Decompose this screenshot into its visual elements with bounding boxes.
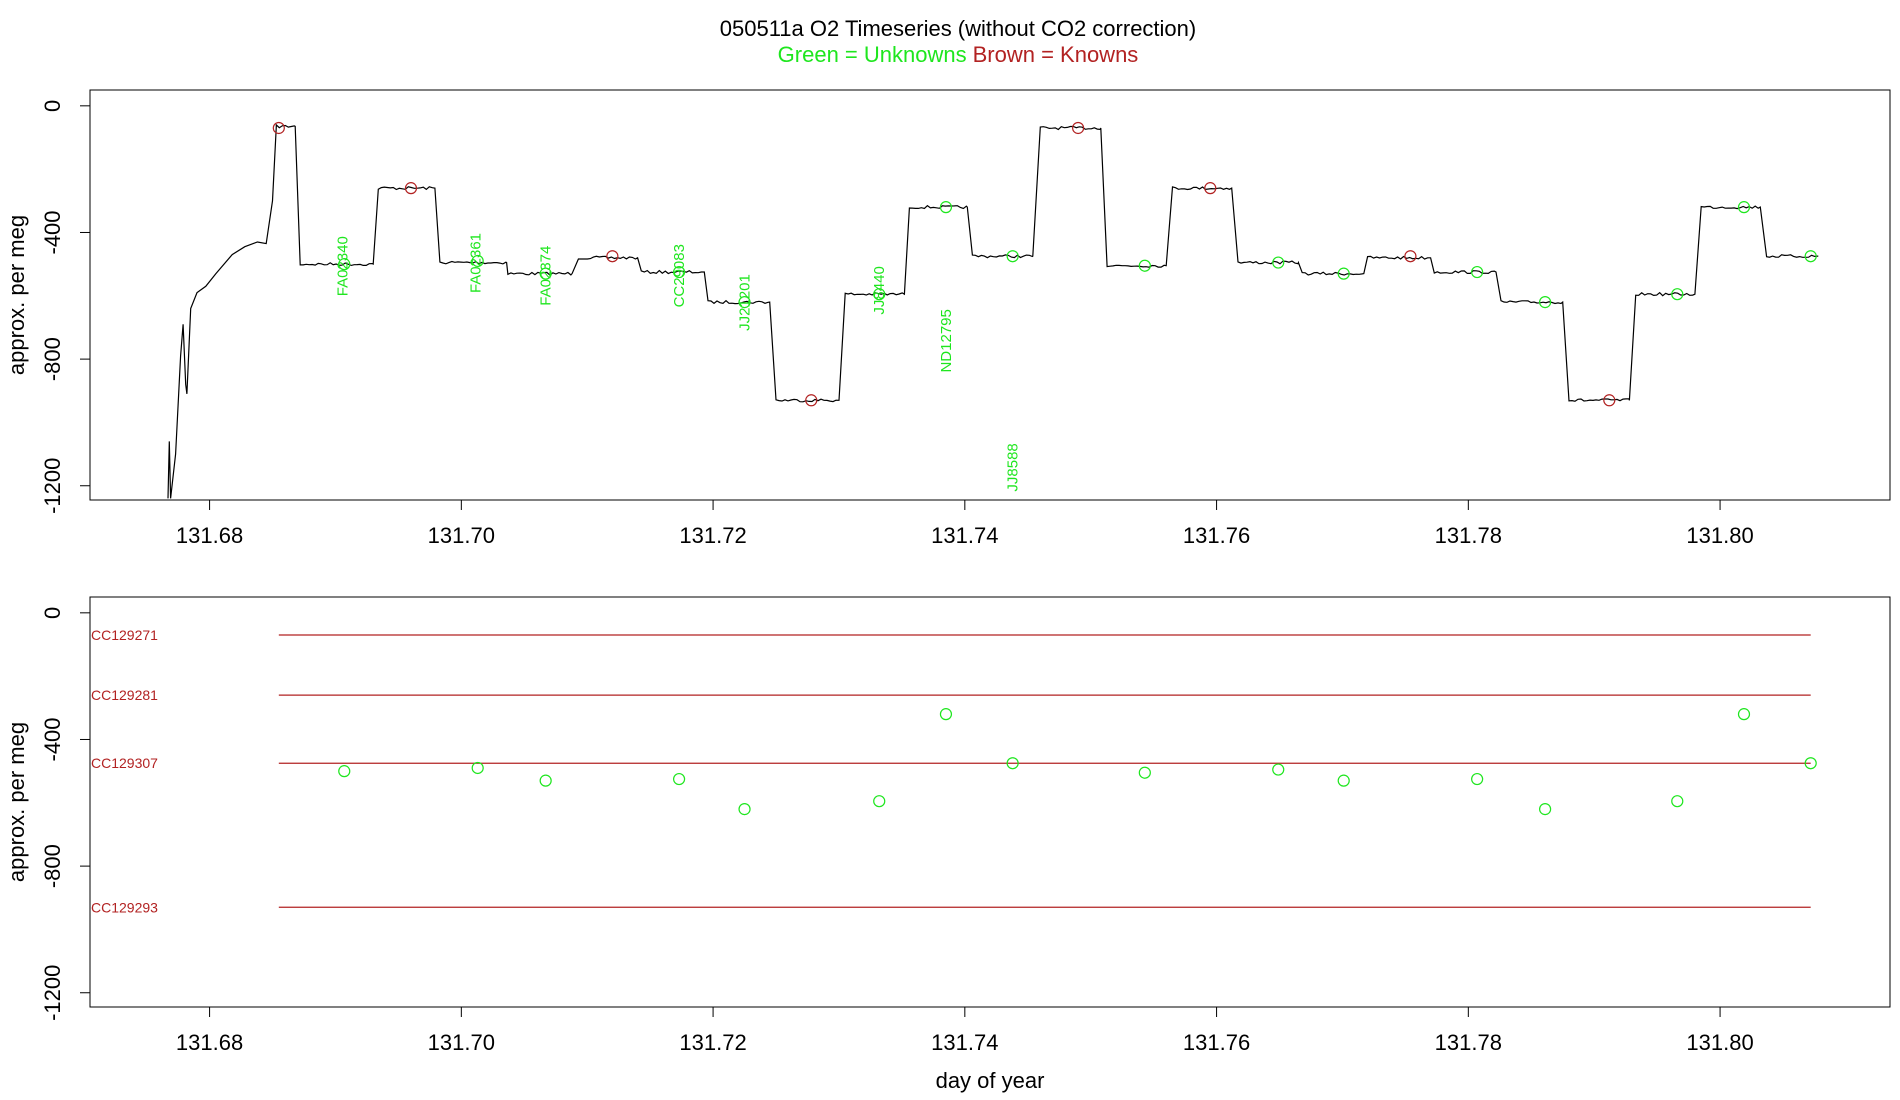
unknown-label: ND12795 xyxy=(938,309,955,372)
unknown-point xyxy=(672,265,686,279)
unknown-point xyxy=(539,267,552,280)
unknown-point xyxy=(1272,763,1285,776)
y-axis-label: approx. per meg xyxy=(4,722,29,882)
unknown-label: JJ8588 xyxy=(1005,443,1022,491)
unknown-point xyxy=(738,296,751,309)
unknown-point xyxy=(873,288,886,301)
known-point xyxy=(805,394,818,407)
x-tick-label: 131.78 xyxy=(1435,1030,1502,1055)
unknown-label: FA02374 xyxy=(538,246,555,306)
unknown-point xyxy=(1337,267,1350,280)
unknown-point xyxy=(1337,774,1350,787)
legend-knowns: Brown = Knowns xyxy=(973,42,1139,67)
x-tick-label: 131.74 xyxy=(931,1030,998,1055)
unknown-point xyxy=(939,708,953,721)
known-point xyxy=(1072,121,1085,135)
unknown-point xyxy=(1471,265,1484,279)
unknown-point xyxy=(1804,250,1817,263)
plot-frame xyxy=(89,596,1891,1008)
unknown-point xyxy=(1737,201,1751,214)
unknown-point xyxy=(471,254,484,268)
unknown-point xyxy=(1539,296,1552,309)
x-tick-label: 131.78 xyxy=(1435,523,1502,548)
unknown-point xyxy=(1006,250,1019,263)
unknown-label: JJ8440 xyxy=(871,266,888,314)
unknown-point xyxy=(672,772,686,786)
unknown-point xyxy=(1006,757,1019,770)
unknown-label: FA02361 xyxy=(468,233,485,293)
x-axis-label: day of year xyxy=(936,1068,1045,1093)
y-tick-label: 0 xyxy=(40,607,65,619)
x-tick-label: 131.80 xyxy=(1686,523,1753,548)
unknown-point xyxy=(471,761,484,775)
x-tick-label: 131.80 xyxy=(1686,1030,1753,1055)
unknown-point xyxy=(873,795,886,808)
known-point xyxy=(272,121,285,135)
unknown-point xyxy=(1138,766,1151,779)
unknown-point xyxy=(1272,256,1285,269)
unknown-point xyxy=(338,258,351,271)
x-tick-label: 131.68 xyxy=(176,1030,243,1055)
x-tick-label: 131.70 xyxy=(428,523,495,548)
y-tick-label: -800 xyxy=(40,337,65,381)
y-tick-label: -800 xyxy=(40,844,65,888)
reference-line-label: CC129307 xyxy=(91,755,158,771)
timeseries-panel: 131.68 131.70 131.72 131.74 131.76 131.78 131.… xyxy=(4,89,1891,548)
x-tick-label: 131.68 xyxy=(176,523,243,548)
known-point xyxy=(1603,394,1616,407)
unknown-label: FA02340 xyxy=(334,236,351,296)
known-point xyxy=(1204,182,1217,195)
y-tick-label: -400 xyxy=(40,717,65,761)
unknown-label: JJ21201 xyxy=(737,274,754,331)
y-tick-label: -1200 xyxy=(40,965,65,1021)
unknown-point xyxy=(1804,757,1817,770)
y-axis-label: approx. per meg xyxy=(4,215,29,375)
y-tick-label: 0 xyxy=(40,100,65,112)
x-tick-label: 131.76 xyxy=(1183,1030,1250,1055)
known-point xyxy=(1404,250,1417,263)
chart-title: 050511a O2 Timeseries (without CO2 corre… xyxy=(720,16,1196,41)
chart-subtitle: Green = Unknowns Brown = Knowns xyxy=(778,42,1139,67)
y-tick-label: -1200 xyxy=(40,458,65,514)
summary-panel: 131.68 131.70 131.72 131.74 131.76 131.78 131.… xyxy=(4,596,1891,1093)
unknown-point xyxy=(1737,708,1751,721)
unknown-point xyxy=(1671,288,1684,301)
unknown-point xyxy=(1471,772,1484,786)
known-point xyxy=(404,182,418,195)
plot-area xyxy=(167,121,1819,499)
unknown-point xyxy=(939,201,953,214)
known-point xyxy=(606,250,619,263)
x-tick-label: 131.76 xyxy=(1183,523,1250,548)
x-tick-label: 131.74 xyxy=(931,523,998,548)
unknown-point xyxy=(1539,803,1552,816)
o2-trace-line xyxy=(167,123,1819,499)
unknown-point xyxy=(539,774,552,787)
legend-unknowns: Green = Unknowns xyxy=(778,42,967,67)
reference-line-label: CC129281 xyxy=(91,687,158,703)
unknown-point xyxy=(1671,795,1684,808)
unknown-point xyxy=(738,803,751,816)
unknown-label: CC29083 xyxy=(671,244,688,307)
reference-line-label: CC129271 xyxy=(91,627,158,643)
y-tick-label: -400 xyxy=(40,210,65,254)
x-tick-label: 131.70 xyxy=(428,1030,495,1055)
x-tick-label: 131.72 xyxy=(679,523,746,548)
unknown-point xyxy=(1138,259,1151,272)
plot-frame xyxy=(89,89,1891,501)
x-tick-label: 131.72 xyxy=(679,1030,746,1055)
unknown-point xyxy=(338,765,351,778)
reference-line-label: CC129293 xyxy=(91,899,158,915)
